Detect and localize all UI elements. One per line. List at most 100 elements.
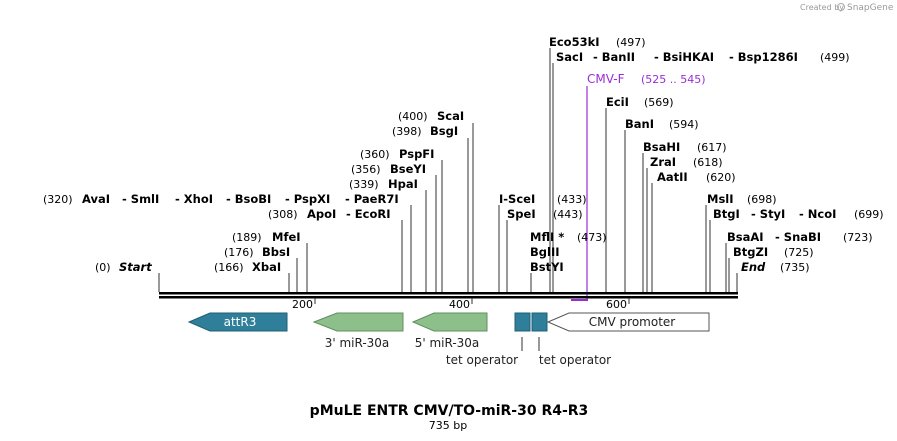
backbone-top bbox=[159, 292, 738, 295]
tet1-label: tet operator bbox=[446, 353, 518, 367]
zrai-pos: (618) bbox=[693, 156, 723, 169]
eco53ki-name[interactable]: Eco53kI bbox=[549, 35, 600, 49]
bsp1286i-text[interactable]: Bsp1286I bbox=[738, 50, 798, 64]
zrai-name[interactable]: ZraI bbox=[650, 155, 676, 169]
iscei-name[interactable]: I-SceI bbox=[499, 192, 535, 206]
bsihkai-name[interactable]: - BsiHKAI bbox=[654, 50, 714, 64]
btgzi-pos: (725) bbox=[784, 246, 814, 259]
attr3-arrow[interactable] bbox=[187, 312, 288, 332]
site-lines bbox=[158, 48, 738, 299]
bglii-name[interactable]: BglII bbox=[530, 245, 560, 259]
bbsi-name[interactable]: BbsI bbox=[262, 245, 290, 259]
bsaai-name[interactable]: BsaAI bbox=[727, 230, 764, 244]
mfei-pos: (189) bbox=[232, 231, 262, 244]
saci-group-label: SacI - BanII - BsiHKAI - Bsp1286I (499) bbox=[556, 50, 850, 64]
avai-pos: (320) bbox=[43, 193, 73, 206]
xhoi-text[interactable]: XhoI bbox=[184, 192, 213, 206]
pspxi-name[interactable]: - PspXI bbox=[285, 192, 330, 206]
feature-attr3[interactable]: attR3 bbox=[187, 312, 288, 332]
feature-cmv-promoter[interactable]: CMV promoter bbox=[546, 312, 710, 332]
mir5-arrow[interactable] bbox=[411, 312, 488, 332]
ruler: 200 400 600 bbox=[292, 298, 630, 311]
btgi-group-label: BtgI - StyI - NcoI (699) bbox=[713, 207, 884, 221]
cmvf-pos: (525 .. 545) bbox=[641, 73, 706, 86]
backbone-bottom bbox=[159, 296, 738, 299]
spei-name[interactable]: SpeI bbox=[507, 207, 536, 221]
ecii-name[interactable]: EciI bbox=[606, 95, 629, 109]
styi-name[interactable]: - StyI bbox=[751, 207, 785, 221]
mfli-pos: (473) bbox=[577, 231, 607, 244]
btgzi-name[interactable]: BtgZI bbox=[733, 245, 768, 259]
mir3-arrow[interactable] bbox=[312, 312, 404, 332]
bsobi-name[interactable]: - BsoBI bbox=[226, 192, 271, 206]
snapgene-logo-icon bbox=[837, 3, 845, 11]
cmvf-name[interactable]: CMV-F bbox=[587, 72, 625, 86]
ecii-pos: (569) bbox=[644, 96, 674, 109]
tick-label-200: 200 bbox=[292, 298, 313, 311]
aatii-pos: (620) bbox=[706, 171, 736, 184]
msli-pos: (698) bbox=[747, 193, 777, 206]
hpai-name[interactable]: HpaI bbox=[388, 177, 418, 191]
feature-tet-operator-2[interactable]: tet operator bbox=[531, 312, 611, 367]
end-name[interactable]: End bbox=[741, 260, 766, 274]
ecori-text[interactable]: EcoRI bbox=[355, 207, 391, 221]
paer7i-name[interactable]: - PaeR7I bbox=[345, 192, 399, 206]
scai-name[interactable]: ScaI bbox=[437, 109, 464, 123]
pspfi-pos: (360) bbox=[360, 148, 390, 161]
ncoi-text[interactable]: NcoI bbox=[808, 207, 837, 221]
feature-tet-operator-1[interactable]: tet operator bbox=[446, 312, 531, 367]
credit-text: Created by bbox=[800, 3, 844, 12]
brand-text: SnapGene bbox=[847, 3, 894, 13]
bsahi-pos: (617) bbox=[697, 141, 727, 154]
banii-text[interactable]: BanII bbox=[602, 50, 635, 64]
pspxi-text[interactable]: PspXI bbox=[294, 192, 330, 206]
msli-name[interactable]: MslI bbox=[707, 192, 734, 206]
bsobi-text[interactable]: BsoBI bbox=[235, 192, 272, 206]
tick-label-600: 600 bbox=[606, 298, 627, 311]
bani-pos: (594) bbox=[669, 118, 699, 131]
start-name[interactable]: Start bbox=[119, 260, 152, 274]
bstyi-name[interactable]: BstYI bbox=[530, 260, 564, 274]
ecori-name[interactable]: - EcoRI bbox=[346, 207, 391, 221]
xhoi-name[interactable]: - XhoI bbox=[175, 192, 213, 206]
btgi-name[interactable]: BtgI bbox=[713, 207, 740, 221]
feature-5-mir30a[interactable]: 5' miR-30a bbox=[411, 312, 488, 350]
bsahi-name[interactable]: BsaHI bbox=[643, 140, 680, 154]
snabi-name[interactable]: - SnaBI bbox=[775, 230, 821, 244]
bsgi-pos: (398) bbox=[392, 125, 422, 138]
smli-name[interactable]: - SmlI bbox=[122, 192, 159, 206]
styi-text[interactable]: StyI bbox=[760, 207, 786, 221]
xbai-name[interactable]: XbaI bbox=[252, 260, 281, 274]
feature-3-mir30a[interactable]: 3' miR-30a bbox=[312, 312, 404, 350]
bani-name[interactable]: BanI bbox=[625, 117, 654, 131]
pspfi-name[interactable]: PspFI bbox=[399, 147, 434, 161]
tet1-box[interactable] bbox=[514, 312, 531, 332]
apoi-pos: (308) bbox=[268, 208, 298, 221]
paer7i-text[interactable]: PaeR7I bbox=[354, 192, 399, 206]
hpai-pos: (339) bbox=[349, 178, 379, 191]
bsgi-name[interactable]: BsgI bbox=[430, 124, 458, 138]
bsihkai-text[interactable]: BsiHKAI bbox=[663, 50, 714, 64]
bsp1286i-name[interactable]: - Bsp1286I bbox=[729, 50, 798, 64]
banii-name[interactable]: - BanII bbox=[593, 50, 635, 64]
bseyi-pos: (356) bbox=[351, 163, 381, 176]
bbsi-pos: (176) bbox=[224, 246, 254, 259]
saci-name[interactable]: SacI bbox=[556, 50, 583, 64]
mir5-label: 5' miR-30a bbox=[415, 336, 480, 350]
aatii-name[interactable]: AatII bbox=[657, 170, 688, 184]
cmv-arrow[interactable] bbox=[546, 312, 710, 332]
map-length: 735 bp bbox=[429, 419, 467, 432]
smli-text[interactable]: SmlI bbox=[131, 192, 160, 206]
ncoi-name[interactable]: - NcoI bbox=[799, 207, 836, 221]
bseyi-name[interactable]: BseYI bbox=[390, 162, 426, 176]
saci-pos: (499) bbox=[820, 51, 850, 64]
snabi-text[interactable]: SnaBI bbox=[784, 230, 821, 244]
apoi-name[interactable]: ApoI bbox=[307, 207, 336, 221]
tet2-box[interactable] bbox=[531, 312, 548, 332]
mfei-name[interactable]: MfeI bbox=[272, 230, 301, 244]
mfli-name[interactable]: MflI * bbox=[530, 230, 564, 244]
tick-label-400: 400 bbox=[449, 298, 470, 311]
iscei-pos: (433) bbox=[557, 193, 587, 206]
avai-name[interactable]: AvaI bbox=[82, 192, 110, 206]
attr3-label: attR3 bbox=[224, 315, 257, 329]
